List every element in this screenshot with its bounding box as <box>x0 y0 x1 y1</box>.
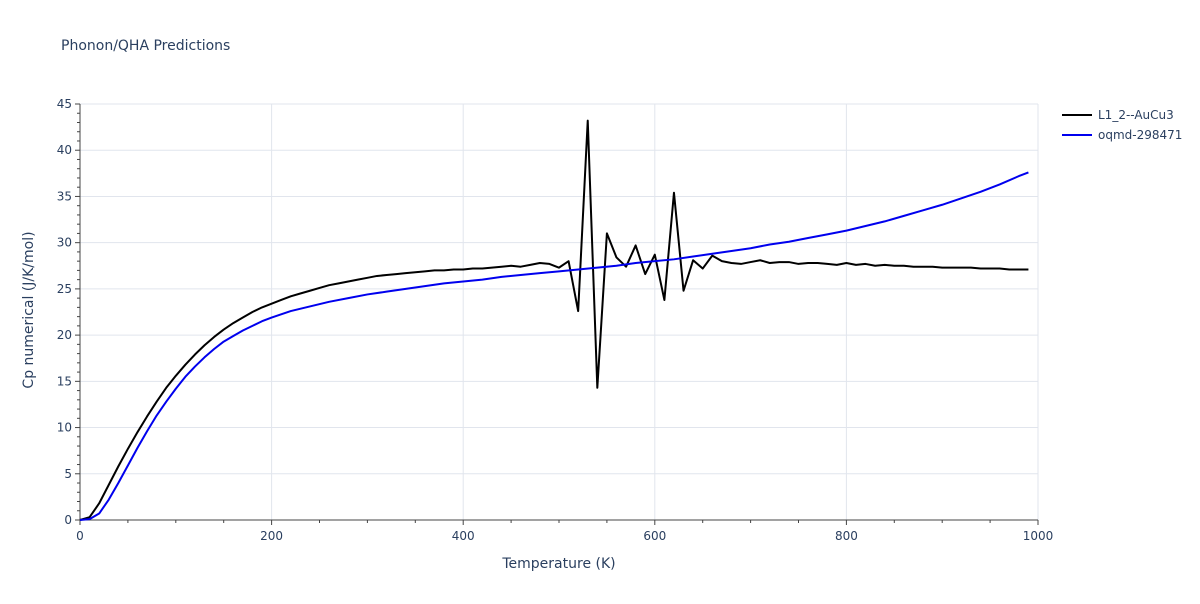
y-tick-label-45: 45 <box>57 97 72 111</box>
axes-layer: 0 200 400 600 800 1000 0 5 10 15 20 25 30 35 40 45 <box>57 97 1054 543</box>
legend-item-oqmd-298471[interactable]: oqmd-298471 <box>1062 128 1182 142</box>
x-tick-label-400: 400 <box>452 529 475 543</box>
legend-label: oqmd-298471 <box>1098 128 1182 142</box>
x-tick-label-200: 200 <box>260 529 283 543</box>
y-tick-label-15: 15 <box>57 374 72 388</box>
x-tick-label-600: 600 <box>643 529 666 543</box>
grid-layer <box>79 103 1039 521</box>
y-tick-label-20: 20 <box>57 328 72 342</box>
y-tick-label-40: 40 <box>57 143 72 157</box>
series-layer <box>79 119 1029 521</box>
series-line-oqmd-298471 <box>79 171 1029 521</box>
series-line-L1_2--AuCu3 <box>79 119 1029 521</box>
x-axis-title: Temperature (K) <box>501 556 615 572</box>
y-tick-label-10: 10 <box>57 421 72 435</box>
y-tick-label-25: 25 <box>57 282 72 296</box>
chart-title: Phonon/QHA Predictions <box>61 38 230 54</box>
x-tick-label-800: 800 <box>835 529 858 543</box>
legend[interactable]: L1_2--AuCu3 oqmd-298471 <box>1062 108 1182 142</box>
x-tick-label-0: 0 <box>76 529 84 543</box>
y-axis-title: Cp numerical (J/K/mol) <box>21 231 37 388</box>
legend-label: L1_2--AuCu3 <box>1098 108 1174 122</box>
y-tick-label-5: 5 <box>64 467 72 481</box>
y-tick-label-30: 30 <box>57 236 72 250</box>
y-tick-label-0: 0 <box>64 513 72 527</box>
legend-item-L1_2--AuCu3[interactable]: L1_2--AuCu3 <box>1062 108 1174 122</box>
y-tick-label-35: 35 <box>57 189 72 203</box>
x-tick-label-1000: 1000 <box>1023 529 1054 543</box>
